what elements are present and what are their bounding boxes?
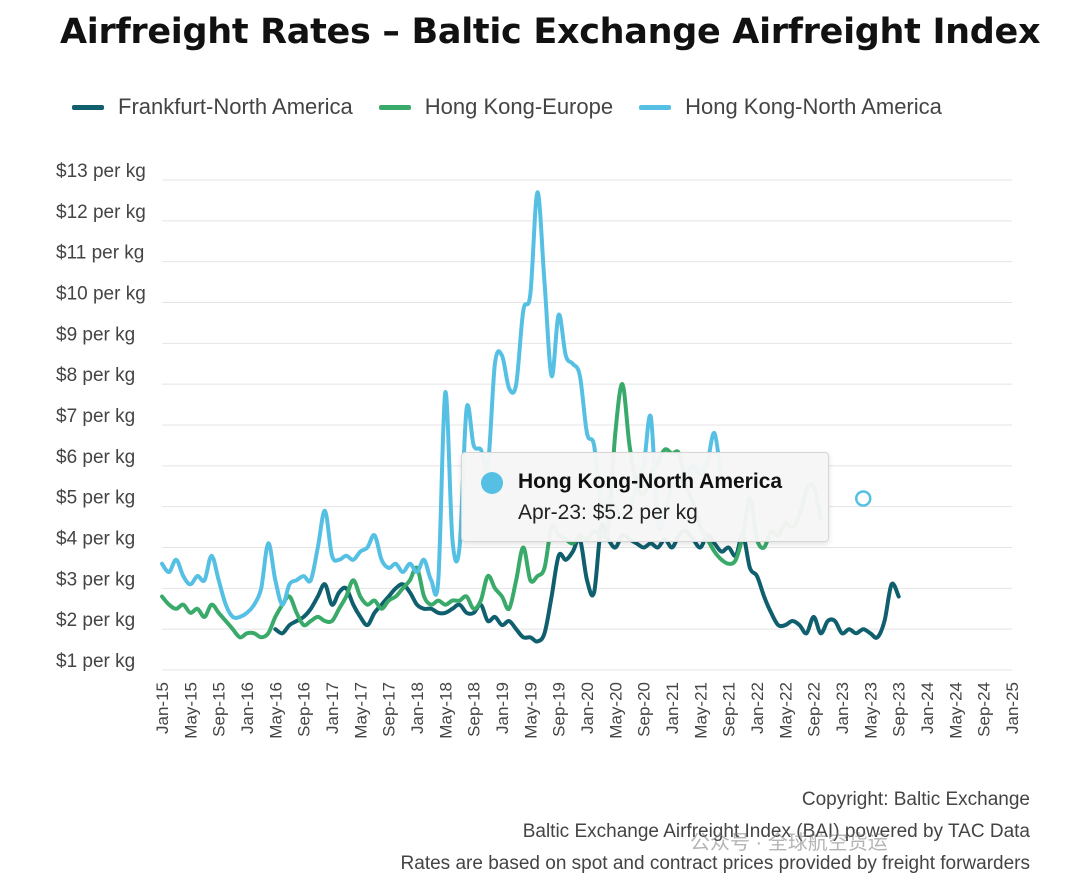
x-tick-label: Sep-19	[550, 682, 569, 737]
y-tick-label: $6 per kg	[56, 447, 135, 468]
x-tick-label: May-18	[436, 682, 455, 739]
y-tick-label: $5 per kg	[56, 488, 135, 509]
x-tick-label: Jan-15	[153, 682, 172, 734]
x-tick-label: Sep-15	[210, 682, 229, 737]
y-tick-label: $8 per kg	[56, 365, 135, 386]
legend-swatch	[639, 104, 672, 110]
x-tick-label: Sep-17	[380, 682, 399, 737]
y-tick-label: $7 per kg	[56, 406, 135, 427]
legend-label: Frankfurt-North America	[118, 94, 353, 119]
x-tick-label: Sep-24	[975, 682, 994, 737]
y-tick-label: $3 per kg	[56, 569, 135, 590]
x-tick-label: Jan-25	[1003, 682, 1022, 734]
y-tick-label: $2 per kg	[56, 610, 135, 631]
credits: Copyright: Baltic Exchange Baltic Exchan…	[401, 784, 1030, 880]
y-tick-label: $13 per kg	[56, 161, 146, 182]
watermark: 公众号 · 全球航空货运	[690, 832, 888, 854]
x-tick-label: Jan-16	[238, 682, 257, 734]
legend-item-hong-kong-north-america[interactable]: Hong Kong-North America	[639, 94, 942, 120]
x-tick-label: Sep-18	[465, 682, 484, 737]
y-axis-ticks: $1 per kg $2 per kg $3 per kg $4 per kg $5 p…	[56, 161, 146, 672]
tooltip-value: Apr-23: $5.2 per kg	[518, 501, 698, 524]
x-tick-label: Jan-24	[918, 682, 937, 734]
series-lines	[160, 190, 901, 644]
x-tick-label: Jan-18	[408, 682, 427, 734]
legend-swatch	[72, 104, 104, 110]
x-tick-label: May-22	[776, 682, 795, 739]
credits-copyright: Copyright: Baltic Exchange	[801, 789, 1030, 810]
credits-note: Rates are based on spot and contract pri…	[400, 853, 1030, 874]
hover-marker-group	[855, 490, 872, 507]
x-tick-label: Jan-23	[833, 682, 852, 734]
x-tick-label: May-15	[181, 682, 200, 739]
x-tick-label: Jan-19	[493, 682, 512, 734]
y-tick-label: $9 per kg	[56, 324, 135, 345]
x-tick-label: May-24	[946, 682, 965, 739]
x-tick-label: May-21	[691, 682, 710, 739]
x-tick-label: May-17	[351, 682, 370, 739]
y-tick-label: $4 per kg	[56, 529, 135, 550]
tooltip-series-dot	[481, 472, 503, 494]
series-line-hong-kong-north-america[interactable]	[160, 190, 724, 621]
credits-source: Baltic Exchange Airfreight Index (BAI) p…	[522, 821, 1030, 842]
legend-label: Hong Kong-North America	[685, 94, 942, 119]
y-tick-label: $1 per kg	[56, 651, 135, 672]
hover-marker	[855, 490, 872, 507]
y-tick-label: $12 per kg	[56, 202, 146, 223]
legend-swatch	[378, 104, 411, 110]
x-tick-label: Sep-16	[295, 682, 314, 737]
x-tick-label: Jan-21	[663, 682, 682, 734]
tooltip-series-name: Hong Kong-North America	[518, 470, 783, 493]
x-tick-label: May-23	[861, 682, 880, 739]
x-tick-label: Sep-22	[805, 682, 824, 737]
x-tick-label: Sep-23	[890, 682, 909, 737]
y-tick-label: $10 per kg	[56, 284, 146, 305]
x-tick-label: Sep-20	[635, 682, 654, 737]
legend-label: Hong Kong-Europe	[424, 94, 614, 119]
x-tick-label: Jan-22	[748, 682, 767, 734]
tooltip: Hong Kong-North America Apr-23: $5.2 per…	[461, 452, 829, 542]
y-tick-label: $11 per kg	[56, 243, 144, 264]
series-line-hong-kong-europe[interactable]	[160, 382, 823, 640]
x-axis-ticks: Jan-15 May-15 Sep-15 Jan-16 May-16 Sep-16 Jan-…	[153, 682, 1022, 739]
legend-item-frankfurt-north-america[interactable]: Frankfurt-North America	[72, 94, 353, 120]
chart-title: Airfreight Rates – Baltic Exchange Airfr…	[60, 12, 1041, 52]
x-tick-label: May-16	[266, 682, 285, 739]
x-tick-label: Jan-17	[323, 682, 342, 734]
x-tick-label: May-20	[606, 682, 625, 739]
legend-item-hong-kong-europe[interactable]: Hong Kong-Europe	[378, 94, 614, 120]
x-tick-label: May-19	[521, 682, 540, 739]
chart-legend: Frankfurt-North America Hong Kong-Europe…	[72, 94, 942, 120]
x-tick-label: Jan-20	[578, 682, 597, 734]
x-tick-label: Sep-21	[720, 682, 739, 737]
